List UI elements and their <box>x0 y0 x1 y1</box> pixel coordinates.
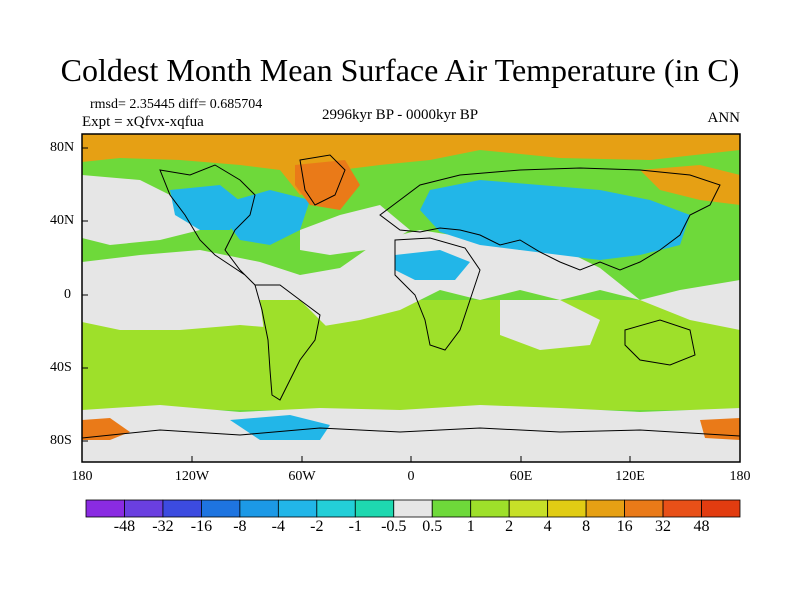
arctic-warm <box>82 134 740 195</box>
eurasia-cool <box>420 180 690 260</box>
time-period-label: 2996kyr BP - 0000kyr BP <box>321 107 479 123</box>
lon-ticks <box>191 456 631 462</box>
coastline-antarctica <box>82 427 740 439</box>
experiment-label: Expt = xQfvx-xqfua <box>82 114 204 130</box>
colorbar-label-13: 16 <box>616 518 633 535</box>
lat-label-40n: 40N <box>50 213 75 228</box>
colorbar-label-2: -16 <box>190 518 213 535</box>
lon-label-180w: 180 <box>71 469 93 484</box>
colorbar-label-3: -8 <box>233 518 247 535</box>
season-label: ANN <box>707 110 741 126</box>
colorbar-label-10: 2 <box>505 518 514 535</box>
lon-label-0: 0 <box>407 469 415 484</box>
lat-label-80n: 80N <box>50 140 75 155</box>
colorbar-label-5: -2 <box>310 518 324 535</box>
africa-cool <box>395 250 470 280</box>
lon-label-60w: 60W <box>288 469 316 484</box>
lon-label-120e: 120E <box>615 469 645 484</box>
tropical-band <box>82 230 740 330</box>
lat-label-80s: 80S <box>50 433 72 448</box>
lat-label-40s: 40S <box>50 360 72 375</box>
coastline-australia <box>624 319 696 366</box>
antarctic-band <box>82 405 740 462</box>
colorbar-label-8: 0.5 <box>422 518 443 535</box>
atlantic-cool <box>225 190 310 245</box>
colorbar-label-6: -1 <box>348 518 362 535</box>
antarctic-warm-east <box>700 418 740 440</box>
lat-label-0: 0 <box>64 287 71 302</box>
colorbar-label-0: -48 <box>113 518 136 535</box>
coastline-africa <box>394 237 481 351</box>
namerica-cool <box>170 185 245 230</box>
coastline-eurasia <box>379 167 721 271</box>
samerica-green <box>260 300 330 400</box>
page-title: Coldest Month Mean Surface Air Temperatu… <box>60 52 740 88</box>
lon-label-120w: 120W <box>174 469 210 484</box>
lon-label-60e: 60E <box>509 469 533 484</box>
colorbar-label-1: -32 <box>152 518 174 535</box>
colorbar-label-15: 48 <box>693 518 710 535</box>
colorbar-label-9: 1 <box>466 518 475 535</box>
lon-label-180e: 180 <box>729 469 751 484</box>
rmsd-diff-stats: rmsd= 2.35445 diff= 0.685704 <box>90 97 263 112</box>
pacific-grey <box>82 175 200 245</box>
colorbar-label-14: 32 <box>655 518 672 535</box>
coastline-south-america <box>254 284 321 401</box>
indian-grey <box>500 300 600 350</box>
colorbar-label-12: 8 <box>582 518 591 535</box>
lat-ticks <box>82 147 88 442</box>
colorbar-label-11: 4 <box>543 518 552 535</box>
colorbar-label-7: -0.5 <box>381 518 407 535</box>
coastline-greenland <box>299 154 346 206</box>
colorbar-label-4: -4 <box>271 518 286 535</box>
coastline-north-america <box>159 164 256 286</box>
